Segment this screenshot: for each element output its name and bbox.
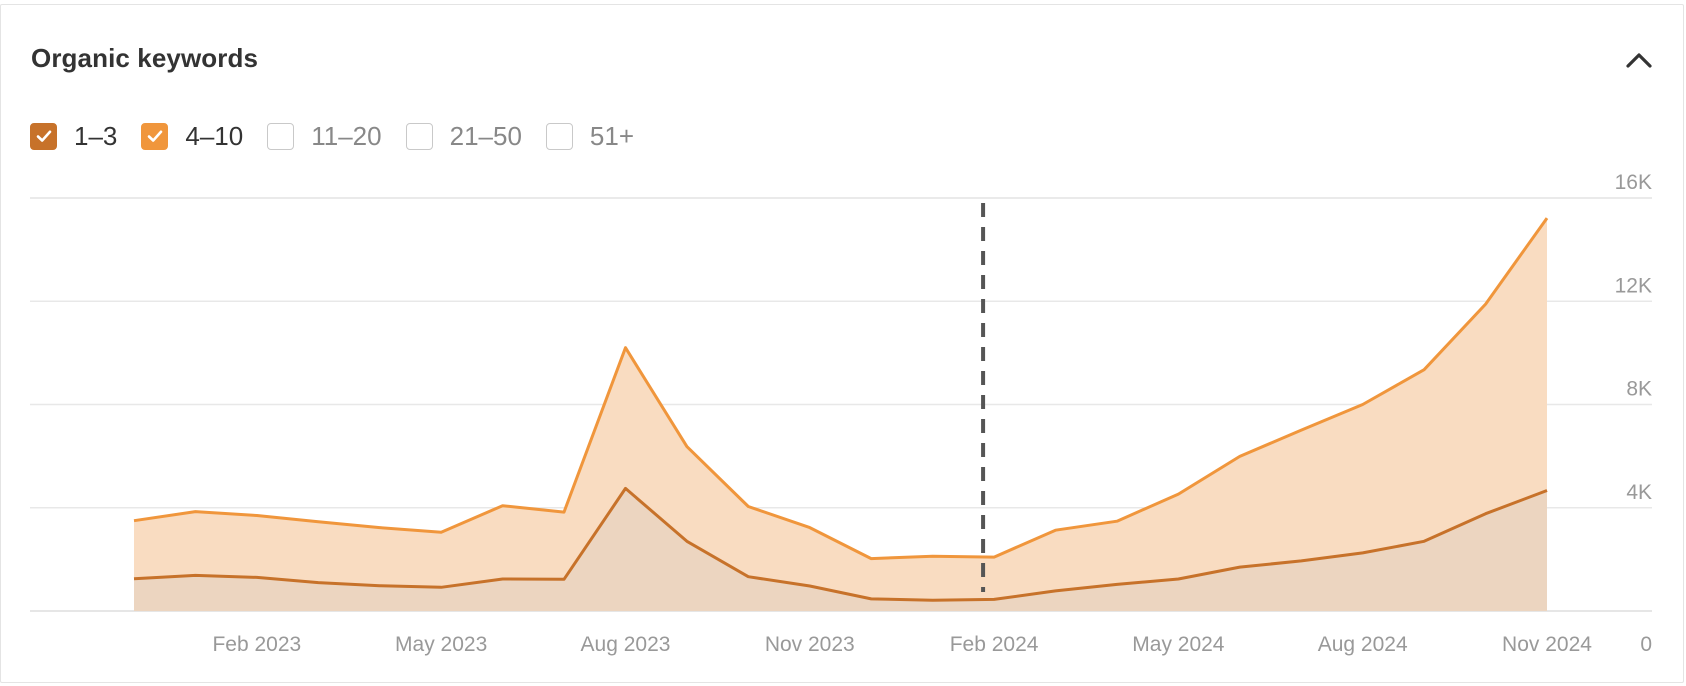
legend-item-1-3[interactable]: 1–3 <box>30 121 117 152</box>
legend-item-21-50[interactable]: 21–50 <box>405 120 522 152</box>
x-tick-label: May 2024 <box>1132 633 1225 656</box>
chevron-up-icon <box>1626 53 1652 68</box>
y-tick-label: 12K <box>1615 274 1652 297</box>
area-1-3 <box>134 488 1547 611</box>
legend-label: 11–20 <box>311 120 382 151</box>
legend-label: 51+ <box>589 120 635 151</box>
legend-item-4-10[interactable]: 4–10 <box>141 121 243 152</box>
collapse-button[interactable] <box>1623 45 1655 77</box>
x-axis: Feb 2023 May 2023 Aug 2023 Nov 2023 Feb 2024… <box>212 633 1592 656</box>
line-4-10 <box>133 217 1549 561</box>
x-tick-label: May 2023 <box>395 633 487 656</box>
x-tick-label: Aug 2024 <box>1318 633 1408 656</box>
y-tick-label: 8K <box>1626 378 1652 401</box>
legend-label: 21–50 <box>449 120 522 151</box>
check-icon <box>147 130 163 142</box>
area-4-10 <box>134 218 1547 601</box>
legend-label: 4–10 <box>185 120 244 151</box>
legend: 1–3 4–10 11–20 21–50 51+ <box>30 120 658 152</box>
checkbox-21-50[interactable] <box>405 122 433 150</box>
line-1-3 <box>133 486 1548 602</box>
series-lines <box>133 217 1549 602</box>
x-tick-label: Nov 2024 <box>1502 633 1592 656</box>
checkbox-1-3[interactable] <box>30 122 57 150</box>
legend-item-11-20[interactable]: 11–20 <box>267 120 382 152</box>
x-tick-label: Feb 2024 <box>950 633 1039 656</box>
y-tick-label: 0 <box>1640 633 1652 656</box>
checkbox-51-plus[interactable] <box>545 122 573 150</box>
areas <box>134 218 1547 611</box>
y-axis: 0 4K 8K 12K 16K <box>1615 171 1652 656</box>
legend-item-51-plus[interactable]: 51+ <box>545 120 635 152</box>
checkbox-11-20[interactable] <box>267 122 295 150</box>
check-icon <box>36 130 51 142</box>
x-tick-label: Feb 2023 <box>212 633 301 656</box>
legend-label: 1–3 <box>74 120 118 151</box>
x-tick-label: Aug 2023 <box>581 633 671 656</box>
y-tick-label: 4K <box>1626 481 1652 504</box>
checkbox-4-10[interactable] <box>141 122 169 150</box>
panel-title: Organic keywords <box>31 43 259 73</box>
x-tick-label: Nov 2023 <box>765 633 855 656</box>
y-tick-label: 16K <box>1615 171 1652 194</box>
